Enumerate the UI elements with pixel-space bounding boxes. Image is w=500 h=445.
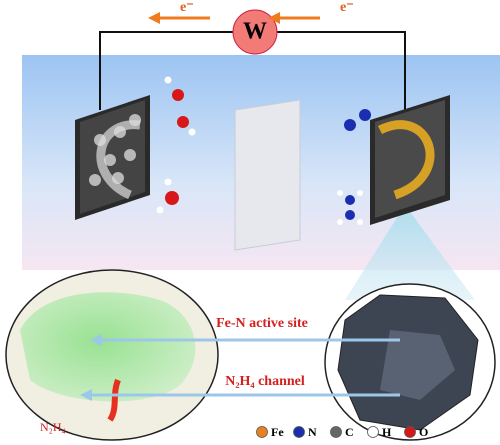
legend-label: C	[345, 425, 354, 439]
callout: Fe-N active site	[216, 316, 308, 331]
electron-label: e⁻	[340, 0, 354, 15]
catalyst-facet	[380, 330, 455, 400]
wire	[99, 31, 233, 110]
legend-swatch	[404, 426, 416, 438]
legend-label: H	[382, 425, 392, 439]
channel-arrow	[107, 378, 121, 422]
zoom-cone	[345, 205, 475, 300]
electron-label: e⁻	[180, 0, 194, 15]
legend-swatch	[367, 426, 379, 438]
legend-label: O	[419, 425, 428, 439]
callout: N₂H₄ channel	[225, 374, 305, 389]
legend-label: Fe	[271, 425, 284, 439]
legend: Fe N C H O	[256, 425, 428, 439]
enzyme	[20, 292, 196, 402]
legend-swatch	[256, 426, 268, 438]
molecules	[156, 76, 371, 225]
wire	[277, 31, 406, 110]
cathode-arrow	[377, 120, 435, 200]
legend-label: N	[308, 425, 317, 439]
anode-arrow	[96, 120, 141, 200]
inlet-label: N₂H₄	[40, 420, 66, 434]
legend-swatch	[293, 426, 305, 438]
membrane	[234, 99, 301, 251]
legend-swatch	[330, 426, 342, 438]
load-circle	[232, 9, 278, 55]
load-label: W	[243, 19, 267, 45]
callout-arrows	[80, 334, 400, 401]
electron-arrows	[148, 12, 320, 24]
